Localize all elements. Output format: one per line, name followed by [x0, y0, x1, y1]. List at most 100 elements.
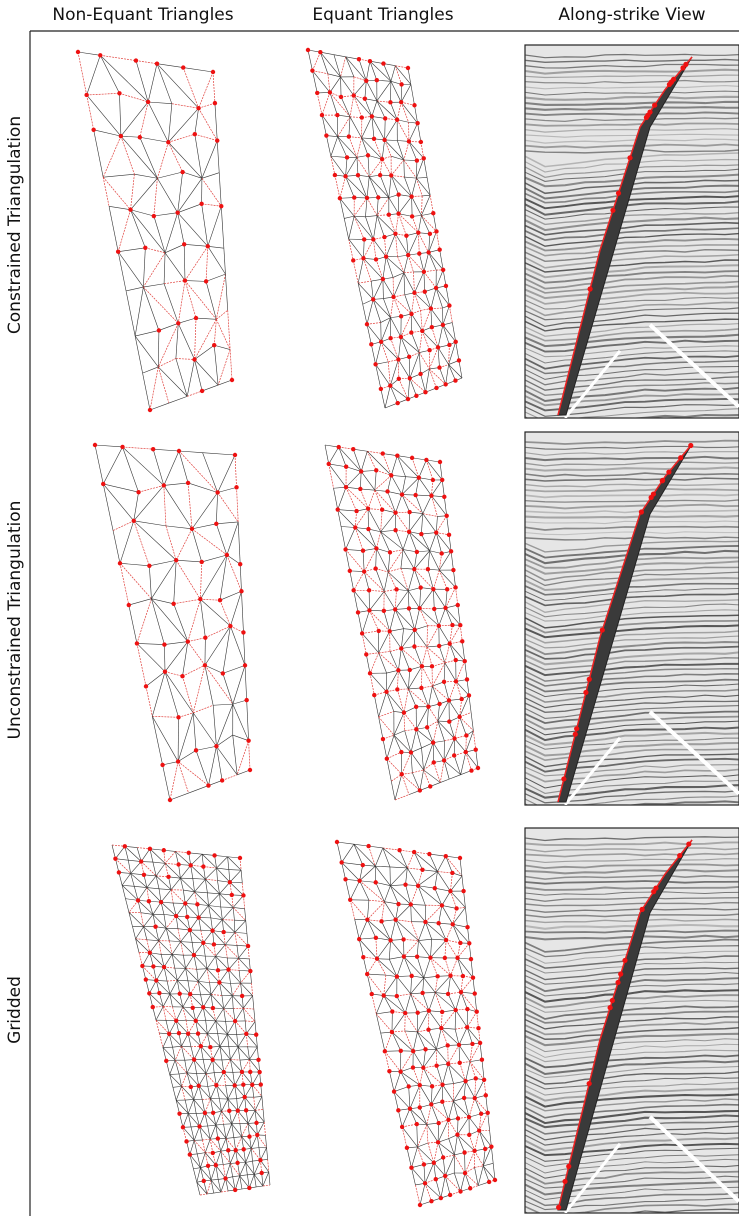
mesh-edge	[187, 980, 191, 995]
mesh-edge	[200, 1167, 212, 1181]
mesh-edge	[448, 1063, 466, 1082]
mesh-edge	[184, 903, 188, 918]
mesh-edge	[435, 1179, 442, 1199]
mesh-edge	[125, 290, 136, 337]
mesh-edge	[390, 940, 405, 957]
mesh-edge	[437, 347, 440, 368]
mesh-edge	[423, 977, 436, 993]
mesh-edge	[419, 1067, 424, 1086]
mesh-edge	[436, 1065, 443, 1085]
mesh-edge	[414, 568, 434, 590]
mesh-edge	[364, 98, 373, 117]
mesh-edge	[446, 939, 461, 944]
mesh-edge	[243, 1007, 254, 1010]
mesh-edge	[86, 94, 122, 137]
mesh-edge	[363, 957, 368, 975]
mesh-edge	[410, 993, 430, 1011]
mesh-edge	[353, 80, 367, 96]
mesh-node	[201, 1178, 206, 1184]
mesh-edge	[461, 876, 464, 892]
mesh-edge	[412, 769, 424, 774]
mesh-edge	[376, 215, 385, 238]
mesh-edge	[423, 742, 434, 771]
mesh-edge	[152, 671, 166, 717]
mesh-edge	[193, 955, 197, 970]
mesh-edge	[474, 1097, 488, 1114]
mesh-edge	[187, 1113, 192, 1127]
mesh-node	[412, 627, 417, 632]
mesh-node	[374, 468, 379, 473]
mesh-edge	[207, 246, 224, 249]
mesh-edge	[361, 633, 379, 653]
mesh-node	[221, 1069, 226, 1075]
mesh-edge	[442, 324, 456, 343]
row-label: Gridded	[5, 976, 25, 1044]
mesh-edge	[202, 384, 219, 392]
mesh-node	[392, 607, 398, 612]
reflector	[525, 858, 739, 863]
mesh-node	[237, 855, 243, 861]
mesh-node	[380, 451, 385, 456]
mesh-node	[343, 547, 348, 552]
mesh-edge	[438, 905, 443, 924]
reflector	[525, 836, 739, 842]
mesh-edge	[393, 1091, 399, 1111]
reflector	[525, 847, 739, 853]
reflector	[525, 641, 739, 656]
mesh-edge	[404, 1012, 418, 1033]
mesh-edge	[266, 1147, 268, 1160]
mesh-edge	[186, 1072, 197, 1074]
mesh-edge	[466, 1027, 481, 1044]
mesh-edge	[231, 1110, 239, 1124]
mesh-edge	[407, 232, 419, 256]
mesh-edge	[169, 993, 184, 1008]
reflector	[525, 237, 739, 252]
mesh-edge	[119, 562, 150, 567]
mesh-edge	[453, 755, 461, 775]
mesh-edge	[407, 867, 423, 871]
mesh-node	[461, 888, 466, 894]
mesh-edge	[169, 1074, 174, 1088]
mesh-edge	[418, 215, 422, 233]
mesh-edge	[174, 968, 178, 981]
mesh-edge	[416, 729, 434, 743]
mesh-edge	[474, 1150, 484, 1167]
mesh-edge	[219, 982, 233, 996]
mesh-edge	[103, 483, 134, 522]
mesh-edge	[193, 1059, 197, 1074]
mesh-edge	[155, 863, 166, 877]
mesh-edge	[438, 923, 447, 941]
mesh-edge	[262, 1109, 265, 1123]
mesh-edge	[227, 856, 242, 871]
mesh-edge	[444, 1175, 461, 1192]
mesh-edge	[149, 940, 159, 953]
mesh-node	[399, 82, 404, 87]
mesh-edge	[216, 734, 233, 747]
reflector	[525, 1054, 739, 1069]
mesh-edge	[414, 629, 428, 648]
mesh-edge	[234, 1071, 243, 1086]
mesh-edge	[403, 271, 414, 274]
mesh-edge	[163, 450, 180, 486]
mesh-edge	[363, 571, 385, 592]
mesh-edge	[442, 1101, 449, 1120]
mesh-edge	[247, 1123, 258, 1136]
mesh-edge	[448, 364, 463, 379]
mesh-edge	[233, 1136, 242, 1138]
mesh-edge	[168, 133, 195, 143]
mesh-edge	[403, 940, 419, 957]
mesh-edge	[340, 526, 346, 550]
mesh-node	[465, 925, 470, 930]
mesh-edge	[163, 954, 173, 968]
mesh-edge	[470, 712, 474, 731]
mesh-edge	[162, 1047, 176, 1061]
mesh-node	[414, 158, 420, 163]
mesh-node	[232, 1187, 238, 1193]
mesh-edge	[213, 1191, 221, 1194]
mesh-node	[156, 328, 162, 333]
mesh-edge	[204, 625, 231, 666]
mesh-edge	[437, 1119, 449, 1143]
mesh-node	[492, 1177, 498, 1183]
mesh-edge	[245, 920, 248, 934]
mesh-edge	[209, 1139, 214, 1154]
